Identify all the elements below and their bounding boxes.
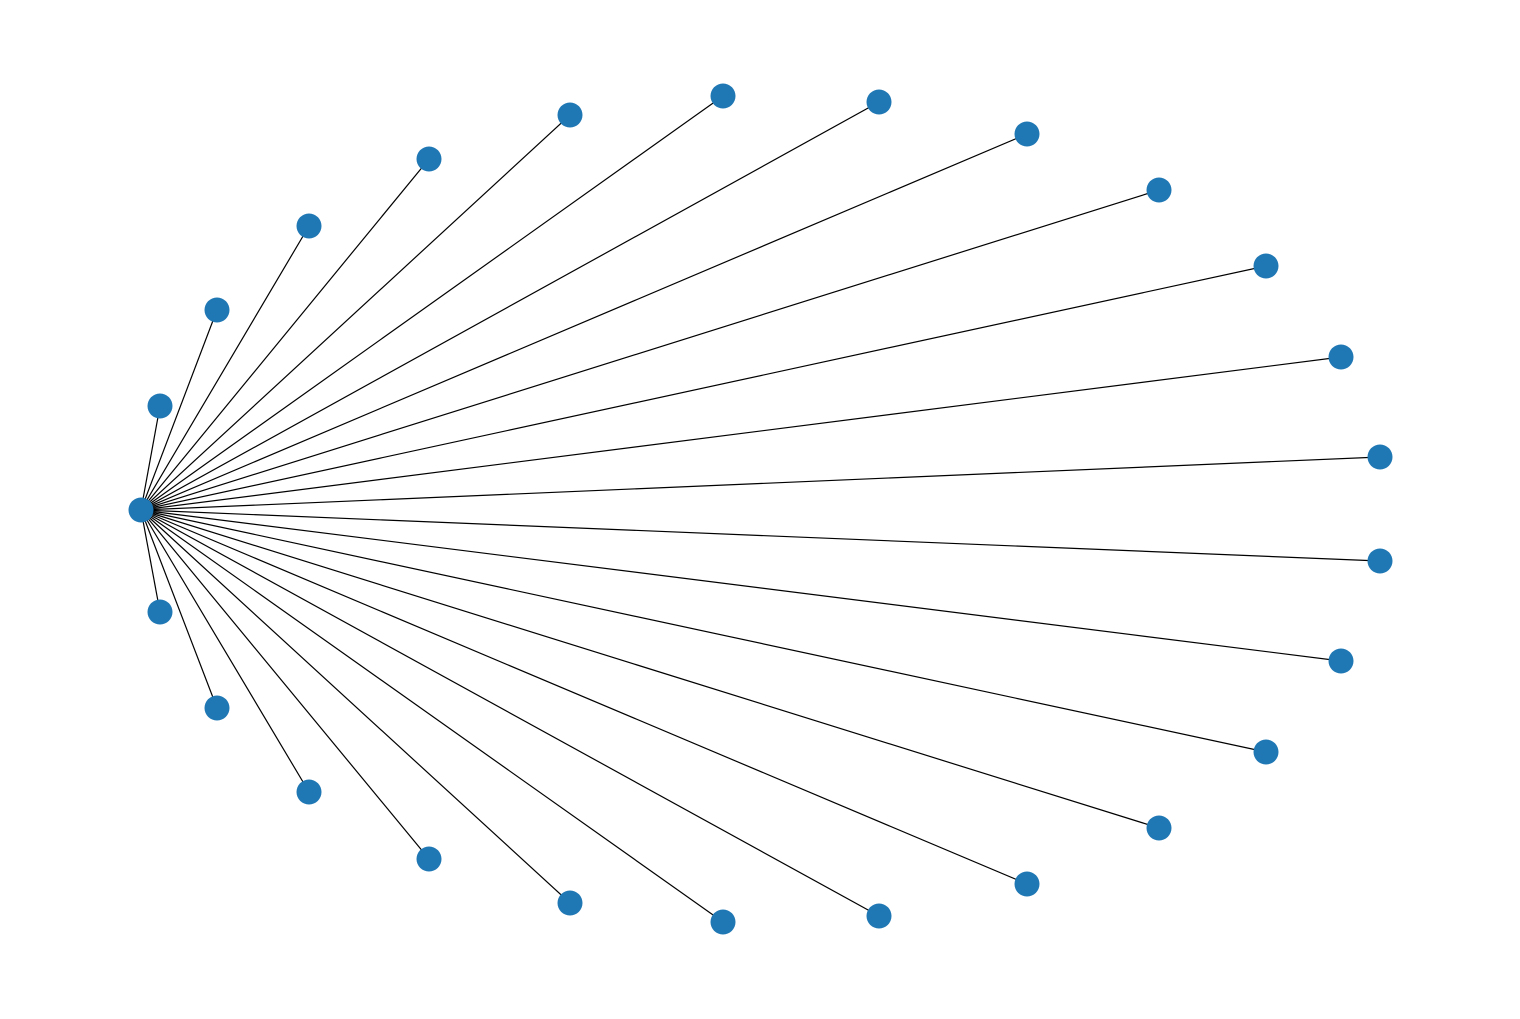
node xyxy=(557,890,583,916)
edge xyxy=(140,509,310,793)
edge xyxy=(140,189,1160,511)
node xyxy=(147,599,173,625)
node xyxy=(1014,121,1040,147)
node xyxy=(557,102,583,128)
node xyxy=(416,146,442,172)
edge xyxy=(140,509,161,613)
node xyxy=(1367,444,1393,470)
node xyxy=(866,89,892,115)
edge xyxy=(140,356,1342,511)
nodes xyxy=(128,83,1393,935)
node xyxy=(1146,815,1172,841)
node xyxy=(1014,871,1040,897)
edge xyxy=(140,158,430,511)
edge xyxy=(140,101,880,511)
edge xyxy=(140,509,571,904)
edge xyxy=(140,95,724,511)
edge xyxy=(140,509,1267,753)
node xyxy=(866,903,892,929)
edge xyxy=(140,405,161,511)
edge xyxy=(140,509,724,923)
node xyxy=(147,393,173,419)
edge xyxy=(140,133,1028,511)
node xyxy=(296,779,322,805)
node xyxy=(296,213,322,239)
node xyxy=(1253,253,1279,279)
node xyxy=(1146,177,1172,203)
hub-node xyxy=(128,497,154,523)
node xyxy=(1253,739,1279,765)
node xyxy=(416,846,442,872)
node xyxy=(1367,548,1393,574)
edges xyxy=(140,95,1381,923)
edge xyxy=(140,509,880,917)
edge xyxy=(140,509,1381,562)
edge xyxy=(140,509,218,709)
node xyxy=(710,83,736,109)
edge xyxy=(140,265,1267,511)
node xyxy=(204,695,230,721)
node xyxy=(1328,344,1354,370)
edge xyxy=(140,114,571,511)
edge xyxy=(140,225,310,511)
node xyxy=(710,909,736,935)
node xyxy=(1328,648,1354,674)
edge xyxy=(140,509,430,860)
edge xyxy=(140,509,1028,885)
edge xyxy=(140,309,218,511)
node xyxy=(204,297,230,323)
edge xyxy=(140,509,1342,662)
edge xyxy=(140,509,1160,829)
edge xyxy=(140,456,1381,511)
